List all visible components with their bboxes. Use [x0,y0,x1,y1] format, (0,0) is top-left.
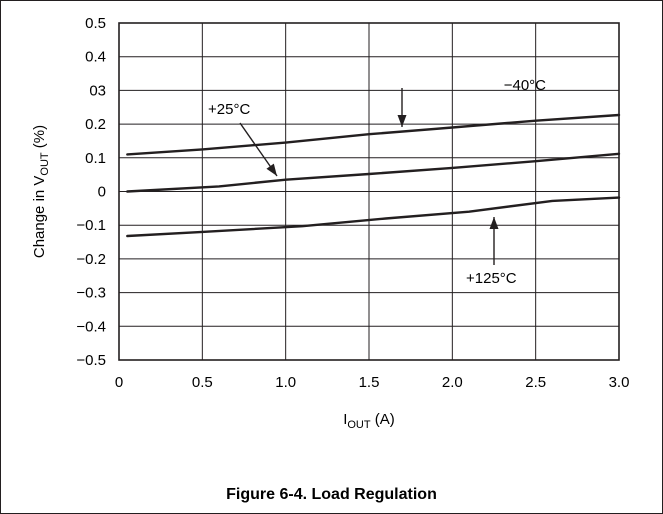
y-tick-label: −0.1 [76,217,106,234]
y-tick-label: 0 [98,184,106,201]
y-tick-label: −0.2 [76,251,106,268]
annotation-arrowhead [266,164,277,176]
y-tick-label: 0.4 [85,49,106,66]
y-axis-title: Change in VOUT (%) [31,125,51,258]
annotation-arrowhead [398,115,407,127]
x-tick-label: 0 [115,374,123,391]
annotation-label: −40°C [504,77,546,94]
y-tick-label: 0.2 [85,116,106,133]
annotation-label: +125°C [466,270,517,287]
series-line-1 [127,154,619,192]
x-tick-label: 0.5 [192,374,213,391]
y-tick-label: 03 [89,82,106,99]
annotation-label: +25°C [208,101,250,118]
series-line-2 [127,198,619,236]
x-tick-label: 2.5 [525,374,546,391]
y-tick-label: 0.1 [85,150,106,167]
figure-caption: Figure 6-4. Load Regulation [0,486,663,504]
annotation-arrowhead [490,217,499,229]
x-axis-title: IOUT (A) [343,411,395,431]
y-tick-label: 0.5 [85,15,106,32]
y-tick-label: −0.5 [76,352,106,369]
y-tick-label: −0.4 [76,318,106,335]
series-line-0 [127,115,619,154]
x-tick-label: 3.0 [609,374,630,391]
x-tick-label: 2.0 [442,374,463,391]
y-tick-label: −0.3 [76,285,106,302]
x-tick-label: 1.0 [275,374,296,391]
x-tick-label: 1.5 [359,374,380,391]
